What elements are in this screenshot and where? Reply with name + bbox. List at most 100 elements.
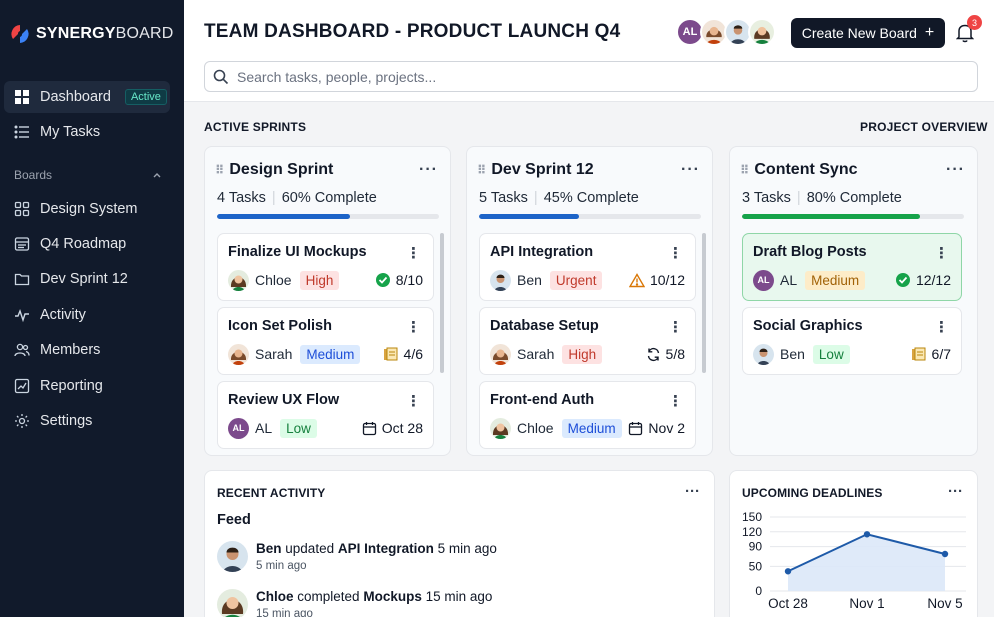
task-card[interactable]: Icon Set Polish ⋮ Sarah Medium 4/6 [217,307,434,375]
assignee: Sarah [490,343,554,365]
sidebar-item-label: Members [40,342,101,358]
task-card[interactable]: Finalize UI Mockups ⋮ Chloe High 8/10 [217,233,434,301]
hourglass-icon [383,347,398,361]
sidebar-item-members[interactable]: Members [4,334,170,366]
avatar-al-icon: AL [753,269,774,291]
notifications-button[interactable]: 3 [955,15,982,48]
data-point [941,550,949,558]
logo-icon [10,24,30,44]
avatar-woman-2[interactable] [748,18,776,46]
chart-icon [14,378,30,394]
more-options-icon[interactable]: ··· [419,161,438,178]
hourglass-icon [911,347,926,361]
y-tick-label: 120 [742,525,762,539]
sidebar-item-dashboard[interactable]: Dashboard Active [4,81,170,113]
task-card[interactable]: Front-end Auth ⋮ Chloe Medium Nov 2 [479,381,696,449]
feed-target[interactable]: Mockups [363,589,422,604]
sidebar-item-settings[interactable]: Settings [4,405,170,437]
task-card[interactable]: API Integration ⋮ Ben Urgent 10/12 [479,233,696,301]
task-meta: 8/10 [375,272,423,288]
x-tick-label: Nov 5 [927,596,962,611]
task-count: 4 Tasks [217,190,266,206]
avatar-icon [217,541,248,572]
priority-badge: High [299,270,340,290]
avatar-al[interactable]: AL [676,18,704,46]
logo[interactable]: SYNERGYBOARD [10,24,174,44]
bell-icon [955,24,975,43]
progress-bar [479,214,701,219]
avatar-icon [228,269,249,291]
assignee: Chloe [490,417,554,439]
check-circle-icon [375,273,390,287]
task-card[interactable]: Review UX Flow ⋮ AL AL Low Oct 28 [217,381,434,449]
completion-text: 60% Complete [281,190,377,206]
sidebar-item-design-system[interactable]: Design System [4,193,170,225]
sprint-column-design-sprint: ⠿ Design Sprint ··· 4 Tasks | 60% Complete … [204,146,451,456]
task-title: Draft Blog Posts [753,244,867,260]
search-icon [213,69,229,84]
project-overview-link[interactable]: PROJECT OVERVIEW [860,120,988,134]
avatar-icon [490,269,511,291]
sidebar-item-label: Dashboard [40,89,111,105]
data-point [784,568,792,575]
column-title: Content Sync [754,161,858,178]
feed-user[interactable]: Ben [256,541,282,556]
drag-handle-icon[interactable]: ⠿ [215,163,224,177]
avatar-icon [753,343,774,365]
y-tick-label: 150 [742,510,762,524]
task-meta: Oct 28 [362,420,423,436]
team-avatars[interactable]: AL [676,18,776,46]
sidebar-item-dev-sprint-12[interactable]: Dev Sprint 12 [4,263,170,295]
more-options-icon[interactable]: ··· [946,161,965,178]
priority-badge: Medium [561,418,622,438]
more-options-icon[interactable]: ⋮ [668,319,683,336]
sidebar-item-activity[interactable]: Activity [4,299,170,331]
column-header: ⠿ Design Sprint ··· [215,161,438,179]
x-tick-label: Oct 28 [768,596,808,611]
more-options-icon[interactable]: ⋮ [934,245,949,262]
logo-text: SYNERGYBOARD [36,25,174,42]
sidebar-item-q4-roadmap[interactable]: Q4 Roadmap [4,228,170,260]
refresh-icon [647,347,659,361]
task-card[interactable]: Social Graphics ⋮ Ben Low 6/7 [742,307,962,375]
search-input[interactable] [237,68,937,85]
feed-item[interactable]: Chloe completed Mockups 15 min ago 15 mi… [217,589,492,617]
boards-section-header[interactable]: Boards [14,168,162,182]
notification-count-badge: 3 [967,15,982,30]
more-options-icon[interactable]: ⋮ [668,245,683,262]
feed-item[interactable]: Ben updated API Integration 5 min ago 5 … [217,541,497,572]
sidebar: SYNERGYBOARD Dashboard Active My Tasks B… [0,0,184,617]
sidebar-item-label: Design System [40,201,138,217]
scrollbar[interactable] [440,233,444,373]
more-options-icon[interactable]: ··· [681,161,700,178]
more-options-icon[interactable]: ⋮ [406,393,421,410]
more-options-icon[interactable]: ⋮ [406,245,421,262]
task-count: 5 Tasks [479,190,528,206]
feed-target[interactable]: API Integration [337,541,434,556]
sidebar-item-reporting[interactable]: Reporting [4,370,170,402]
priority-badge: Low [280,418,317,438]
data-point [863,531,871,538]
more-options-icon[interactable]: ··· [948,483,963,500]
column-title: Dev Sprint 12 [491,161,594,178]
task-title: API Integration [490,244,594,260]
scrollbar[interactable] [702,233,706,373]
task-card[interactable]: Database Setup ⋮ Sarah High 5/8 [479,307,696,375]
drag-handle-icon[interactable]: ⠿ [740,163,749,177]
column-header: ⠿ Dev Sprint 12 ··· [477,161,700,179]
task-title: Finalize UI Mockups [228,244,367,260]
search-bar[interactable] [204,61,978,92]
check-circle-icon [895,273,910,287]
sidebar-item-my-tasks[interactable]: My Tasks [4,116,170,148]
series-area [788,534,945,591]
task-card[interactable]: Draft Blog Posts ⋮ AL AL Medium 12/12 [742,233,962,301]
task-count: 3 Tasks [742,190,791,206]
more-options-icon[interactable]: ··· [685,483,700,500]
more-options-icon[interactable]: ⋮ [406,319,421,336]
drag-handle-icon[interactable]: ⠿ [477,163,486,177]
more-options-icon[interactable]: ⋮ [668,393,683,410]
create-new-board-button[interactable]: Create New Board + [791,18,945,48]
more-options-icon[interactable]: ⋮ [934,319,949,336]
feed-user[interactable]: Chloe [256,589,294,604]
